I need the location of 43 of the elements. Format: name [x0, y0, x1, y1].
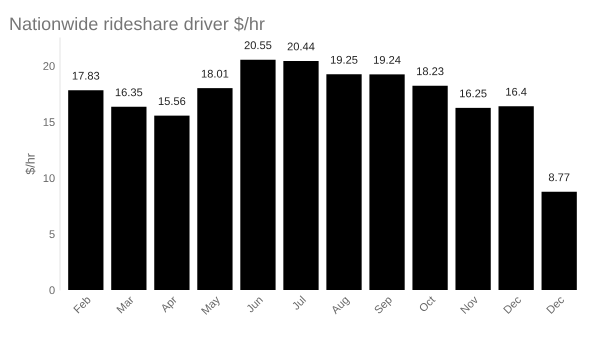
data-label: 20.44: [288, 42, 315, 50]
bar: [455, 108, 491, 290]
bar: [283, 60, 319, 290]
data-label: 18.23: [417, 67, 444, 76]
x-tick-label: Nov: [460, 295, 479, 314]
x-tick-label: May: [201, 295, 222, 316]
data-label: 18.01: [202, 70, 228, 78]
x-tick-label: Mar: [116, 295, 134, 314]
y-tick-label: 5: [49, 230, 55, 238]
bar: [154, 116, 190, 290]
y-tick-label: 10: [44, 174, 55, 182]
bar: [326, 74, 362, 290]
x-tick-label: Dec: [503, 295, 522, 314]
data-label: 8.77: [548, 173, 570, 182]
y-tick-label: 20: [43, 62, 55, 70]
bar: [68, 90, 104, 290]
y-tick-label: 15: [44, 118, 55, 126]
data-label: 17.83: [72, 72, 100, 80]
x-tick-label: Jun: [246, 296, 264, 314]
x-tick-label: Jul: [291, 295, 306, 311]
data-label: 16.35: [116, 88, 142, 96]
data-label: 15.56: [158, 97, 186, 106]
x-tick-label: Apr: [160, 295, 180, 314]
x-tick-label: Oct: [418, 295, 436, 312]
bar: [412, 86, 448, 290]
bar: [111, 106, 146, 290]
x-tick-label: Feb: [72, 295, 92, 314]
x-tick-label: Sep: [374, 295, 394, 316]
x-tick-label: Dec: [546, 295, 565, 314]
data-label: 16.4: [506, 88, 527, 96]
bar: [498, 106, 534, 290]
data-label: 19.24: [374, 56, 401, 64]
data-label: 20.55: [244, 41, 272, 50]
y-axis-title: $/hr: [25, 153, 36, 175]
bar: [197, 88, 233, 290]
data-label: 16.25: [460, 90, 487, 98]
bar: [542, 192, 577, 290]
y-tick-label: 0: [49, 286, 55, 294]
x-tick-label: Aug: [330, 296, 351, 316]
data-label: 19.25: [330, 56, 358, 64]
bar: [240, 60, 276, 290]
chart-title: Nationwide rideshare driver $/hr: [10, 16, 265, 32]
bar: [369, 74, 405, 290]
